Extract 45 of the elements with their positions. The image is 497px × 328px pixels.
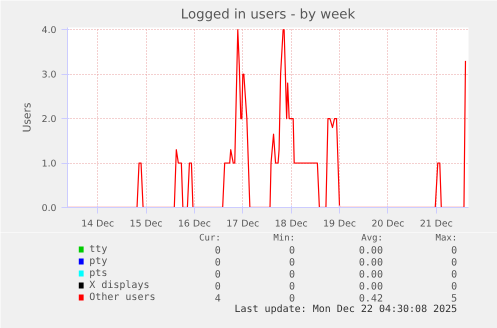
- legend-label: pty: [89, 256, 108, 267]
- text: 0: [289, 282, 296, 292]
- y-tick-label: 2.0: [42, 114, 57, 126]
- text: 0.00: [358, 282, 383, 292]
- x-tick-label: 18 Dec: [274, 218, 308, 230]
- x-tick-label: 16 Dec: [178, 218, 211, 230]
- text: 0: [289, 270, 296, 280]
- text: 0: [451, 282, 458, 292]
- x-tick-label: 21 Dec: [420, 218, 453, 230]
- y-axis-title: Users: [20, 102, 34, 132]
- text: 0: [451, 258, 458, 268]
- legend-label: Other users: [89, 292, 156, 303]
- y-tick-label: 1.0: [42, 158, 57, 170]
- text: 0: [289, 246, 296, 256]
- text: Cur:: [199, 234, 221, 244]
- text: 0: [451, 246, 458, 256]
- x-tick-label: 15 Dec: [130, 218, 163, 230]
- text: 0: [214, 258, 221, 268]
- text: 0: [451, 270, 458, 280]
- text: 0.00: [358, 270, 383, 280]
- text: Min:: [273, 234, 296, 244]
- y-tick-label: 4.0: [42, 25, 57, 36]
- text: Last update: Mon Dec 22 04:30:08 2025: [234, 304, 458, 315]
- legend-label: tty: [89, 244, 108, 255]
- chart-title: Logged in users - by week: [180, 8, 356, 22]
- text: 4: [214, 294, 221, 304]
- text: Max:: [436, 234, 458, 244]
- text: 0: [289, 294, 296, 304]
- x-tick-label: 20 Dec: [371, 218, 404, 230]
- y-tick-label: 0.0: [42, 203, 57, 214]
- legend-label: pts: [89, 268, 108, 279]
- text: 0: [289, 258, 296, 268]
- legend-label: X displays: [89, 280, 150, 291]
- text: 0.42: [358, 294, 383, 304]
- y-tick-label: 3.0: [42, 70, 57, 81]
- text: 5: [451, 294, 458, 304]
- text: 0: [214, 270, 221, 280]
- x-tick-label: 17 Dec: [226, 218, 260, 230]
- text: Avg:: [361, 234, 383, 244]
- x-tick-label: 14 Dec: [81, 218, 114, 230]
- text: 0: [214, 282, 221, 292]
- text: 0.00: [358, 258, 383, 268]
- text: 0: [214, 246, 221, 256]
- x-tick-label: 19 Dec: [323, 218, 356, 230]
- text: 0.00: [358, 246, 383, 256]
